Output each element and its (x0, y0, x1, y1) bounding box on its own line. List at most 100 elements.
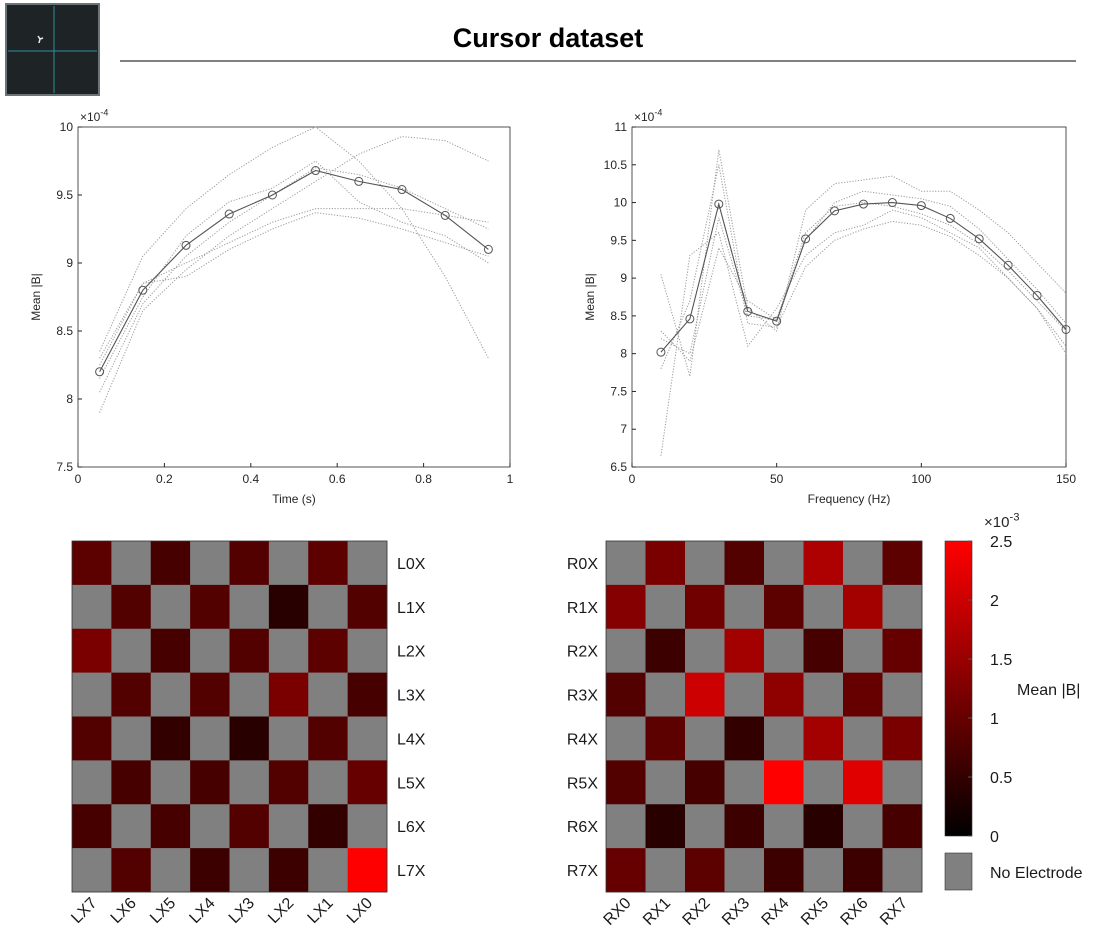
no-electrode-cell (685, 804, 725, 849)
series-marker (772, 316, 782, 326)
no-electrode-cell (606, 541, 646, 586)
no-electrode-cell (308, 672, 348, 717)
heatmap-cell (268, 672, 309, 717)
series-marker (354, 176, 364, 186)
heatmap-cell (803, 716, 844, 761)
row-label: L3X (397, 688, 426, 705)
no-electrode-cell (606, 628, 646, 673)
no-electrode-cell (843, 541, 883, 586)
y-tick-label: 8.5 (56, 324, 73, 338)
series-marker (714, 199, 724, 209)
heatmap-cell (229, 716, 270, 761)
no-electrode-cell (645, 672, 686, 717)
x-tick-label: 0.6 (329, 472, 346, 486)
no-electrode-cell (606, 716, 646, 761)
x-tick-label: 50 (770, 472, 784, 486)
series-marker (974, 234, 984, 244)
heatmap-cell (150, 628, 191, 673)
row-label: R4X (567, 731, 598, 748)
row-label: R7X (567, 863, 598, 880)
colorbar-tick-label: 2.5 (990, 534, 1012, 551)
y-tick-label: 7.5 (56, 460, 73, 474)
column-label: RX5 (798, 895, 832, 929)
multiplier-base: ×10 (634, 110, 655, 124)
series-marker (1032, 290, 1042, 300)
heatmap-cell (645, 541, 686, 586)
series-marker (1061, 324, 1071, 334)
y-axis-label: Mean |B| (583, 273, 597, 321)
series-line (660, 209, 1067, 456)
x-tick-label: 0.2 (156, 472, 173, 486)
heatmap-cell (882, 716, 923, 761)
heatmap-cell (268, 760, 309, 805)
column-label: LX2 (265, 895, 297, 927)
no-electrode-cell (347, 541, 388, 586)
column-label: LX7 (68, 895, 100, 927)
no-electrode-cell (150, 584, 191, 630)
heatmap-cell (190, 848, 230, 893)
colorbar-tick-label: 1 (990, 711, 999, 728)
page-title: Cursor dataset (453, 23, 644, 53)
series-line (99, 208, 489, 359)
no-electrode-cell (190, 541, 230, 586)
heatmap-cell (111, 848, 152, 893)
x-tick-label: 0.8 (415, 472, 432, 486)
heatmap-cell (190, 760, 230, 805)
x-tick-label: 0 (629, 472, 636, 486)
heatmap-cell (606, 584, 646, 630)
row-label: L4X (397, 731, 426, 748)
no-electrode-cell (882, 848, 923, 893)
heatmap-cell (843, 848, 883, 893)
series-marker (440, 210, 450, 220)
cursor-glyph (37, 35, 44, 44)
heatmap-cell (685, 672, 725, 717)
column-label: LX5 (147, 895, 179, 927)
no-electrode-cell (645, 584, 686, 630)
series-marker (1003, 260, 1013, 270)
no-electrode-cell (803, 584, 844, 630)
column-label: RX2 (680, 895, 714, 929)
no-electrode-cell (308, 584, 348, 630)
column-label: RX0 (601, 895, 635, 929)
y-tick-label: 9 (66, 256, 73, 270)
no-electrode-cell (150, 760, 191, 805)
no-electrode-cell (229, 672, 270, 717)
axes-box (77, 126, 511, 468)
no-electrode-cell (685, 716, 725, 761)
no-electrode-cell (645, 760, 686, 805)
no-electrode-cell (764, 541, 804, 586)
no-electrode-cell (843, 804, 883, 849)
series-line (660, 201, 1067, 353)
row-label: L0X (397, 556, 426, 573)
heatmap-cell (803, 541, 844, 586)
heatmap-cell (111, 584, 152, 630)
y-tick-label: 9.5 (56, 188, 73, 202)
no-electrode-cell (72, 848, 112, 893)
no-electrode-cell (111, 804, 152, 849)
heatmap-cell (606, 760, 646, 805)
series-marker (858, 199, 868, 209)
heatmap-cell (645, 804, 686, 849)
no-electrode-cell (190, 716, 230, 761)
series-line (99, 126, 489, 359)
series-marker (887, 198, 897, 208)
no-electrode-cell (764, 628, 804, 673)
series-line (99, 169, 489, 373)
series-marker (801, 234, 811, 244)
no-electrode-cell (111, 628, 152, 673)
x-tick-label: 100 (911, 472, 931, 486)
heatmap-cell (803, 628, 844, 673)
heatmap-cell (645, 716, 686, 761)
heatmap-cell (150, 716, 191, 761)
y-tick-label: 7 (620, 422, 627, 436)
heatmap-cell (685, 760, 725, 805)
heatmap-cell (882, 628, 923, 673)
heatmap-cell (268, 848, 309, 893)
series-marker (397, 185, 407, 195)
row-label: R0X (567, 556, 598, 573)
no-electrode-cell (268, 541, 309, 586)
y-tick-label: 8.5 (610, 309, 627, 323)
heatmap-cell (882, 541, 923, 586)
row-label: R5X (567, 775, 598, 792)
heatmap-cell (685, 584, 725, 630)
